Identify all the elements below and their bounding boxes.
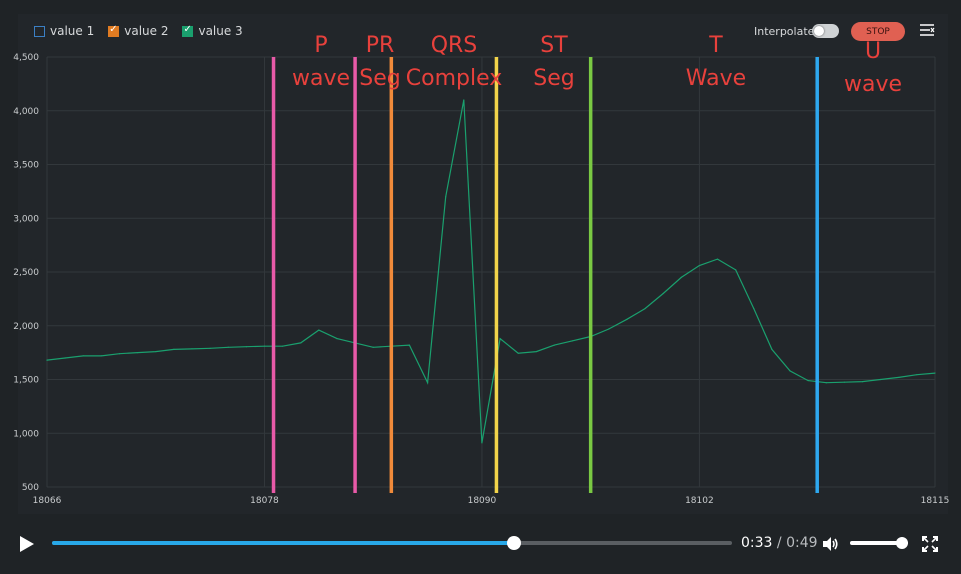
annotation-pr-seg: PR Seg xyxy=(359,33,401,91)
time-display: 0:33 / 0:49 xyxy=(741,535,818,551)
data-point xyxy=(698,264,701,267)
series-line xyxy=(46,99,936,444)
annotation-qrs-complex: QRS Complex xyxy=(405,33,503,91)
checkbox-icon[interactable] xyxy=(108,24,120,37)
data-point xyxy=(771,348,773,350)
data-point xyxy=(408,344,411,346)
annotation-p-wave: P wave xyxy=(291,33,351,91)
y-tick-label: 2,000 xyxy=(13,322,39,332)
data-point xyxy=(245,346,247,348)
data-point xyxy=(155,350,157,353)
data-point xyxy=(499,338,501,340)
data-point xyxy=(372,346,374,348)
data-point xyxy=(608,328,610,330)
annotation-t-wave: T Wave xyxy=(685,33,747,91)
seek-bar[interactable] xyxy=(52,536,732,550)
legend-item-value-2[interactable]: value 2 xyxy=(108,24,168,38)
data-point xyxy=(753,307,755,310)
data-point xyxy=(173,348,175,350)
interpolate-label: Interpolate xyxy=(754,25,815,38)
data-point xyxy=(281,345,284,347)
data-point xyxy=(137,352,139,354)
data-point xyxy=(807,379,809,382)
duration: 0:49 xyxy=(786,535,818,551)
data-point xyxy=(571,340,574,342)
data-point xyxy=(680,276,682,278)
data-point xyxy=(843,381,845,383)
data-point xyxy=(644,307,646,310)
checkbox-icon[interactable] xyxy=(182,24,194,37)
plot-panel xyxy=(18,14,948,514)
seek-progress xyxy=(52,541,515,545)
y-tick-label: 500 xyxy=(22,483,39,493)
data-point xyxy=(535,350,537,353)
legend-label: value 3 xyxy=(198,24,243,38)
volume-thumb[interactable] xyxy=(896,537,908,549)
annotation-u-wave: U wave xyxy=(843,39,903,97)
legend-item-value-1[interactable]: value 1 xyxy=(34,24,94,38)
data-point xyxy=(227,346,229,348)
data-point xyxy=(336,338,338,340)
data-point xyxy=(263,345,266,347)
seek-thumb[interactable] xyxy=(507,536,522,550)
x-tick-label: 18066 xyxy=(33,496,62,506)
data-point xyxy=(716,258,719,260)
play-icon[interactable] xyxy=(20,536,34,552)
time-separator: / xyxy=(776,535,782,551)
checkbox-icon[interactable] xyxy=(34,25,45,37)
y-tick-label: 2,500 xyxy=(13,268,39,278)
data-point xyxy=(318,329,320,331)
volume-slider[interactable] xyxy=(850,541,908,545)
data-point xyxy=(553,344,556,346)
y-tick-label: 4,000 xyxy=(13,107,39,117)
data-point xyxy=(463,99,465,101)
fullscreen-icon[interactable] xyxy=(921,535,939,553)
y-tick-label: 3,000 xyxy=(13,214,39,224)
legend-item-value-3[interactable]: value 3 xyxy=(182,24,243,38)
current-time: 0:33 xyxy=(741,535,773,551)
data-point xyxy=(861,381,864,383)
data-point xyxy=(100,355,102,357)
data-point xyxy=(898,376,900,378)
data-point xyxy=(825,382,827,384)
y-tick-label: 1,000 xyxy=(13,429,39,439)
data-point xyxy=(64,357,66,359)
data-point xyxy=(46,359,48,361)
data-point xyxy=(735,269,737,271)
data-point xyxy=(118,353,121,355)
toggle-knob xyxy=(814,26,824,36)
list-settings-icon[interactable] xyxy=(919,23,935,37)
legend-label: value 2 xyxy=(124,24,169,38)
data-point xyxy=(934,372,936,374)
volume-icon[interactable] xyxy=(821,535,839,553)
legend-label: value 1 xyxy=(50,24,95,38)
x-tick-label: 18102 xyxy=(685,496,714,506)
interpolate-toggle[interactable] xyxy=(812,24,839,38)
y-tick-label: 3,500 xyxy=(13,161,39,171)
chart-legend: value 1 value 2 value 3 xyxy=(34,24,243,38)
data-point xyxy=(209,347,211,349)
x-tick-label: 18078 xyxy=(250,496,279,506)
data-point xyxy=(426,382,429,384)
data-point xyxy=(82,355,84,357)
data-point xyxy=(916,374,918,376)
data-point xyxy=(191,348,193,350)
data-point xyxy=(445,196,447,198)
data-point xyxy=(662,292,664,295)
annotation-st-seg: ST Seg xyxy=(533,33,575,91)
stop-button[interactable]: STOP xyxy=(851,22,905,41)
data-point xyxy=(481,442,483,444)
data-point xyxy=(880,378,882,381)
data-point xyxy=(789,370,791,372)
x-tick-label: 18115 xyxy=(921,496,950,506)
data-point xyxy=(517,352,519,354)
y-tick-label: 1,500 xyxy=(13,376,39,386)
data-point xyxy=(300,342,302,344)
data-point xyxy=(626,318,628,320)
x-tick-label: 18090 xyxy=(468,496,497,506)
y-tick-label: 4,500 xyxy=(13,53,39,63)
